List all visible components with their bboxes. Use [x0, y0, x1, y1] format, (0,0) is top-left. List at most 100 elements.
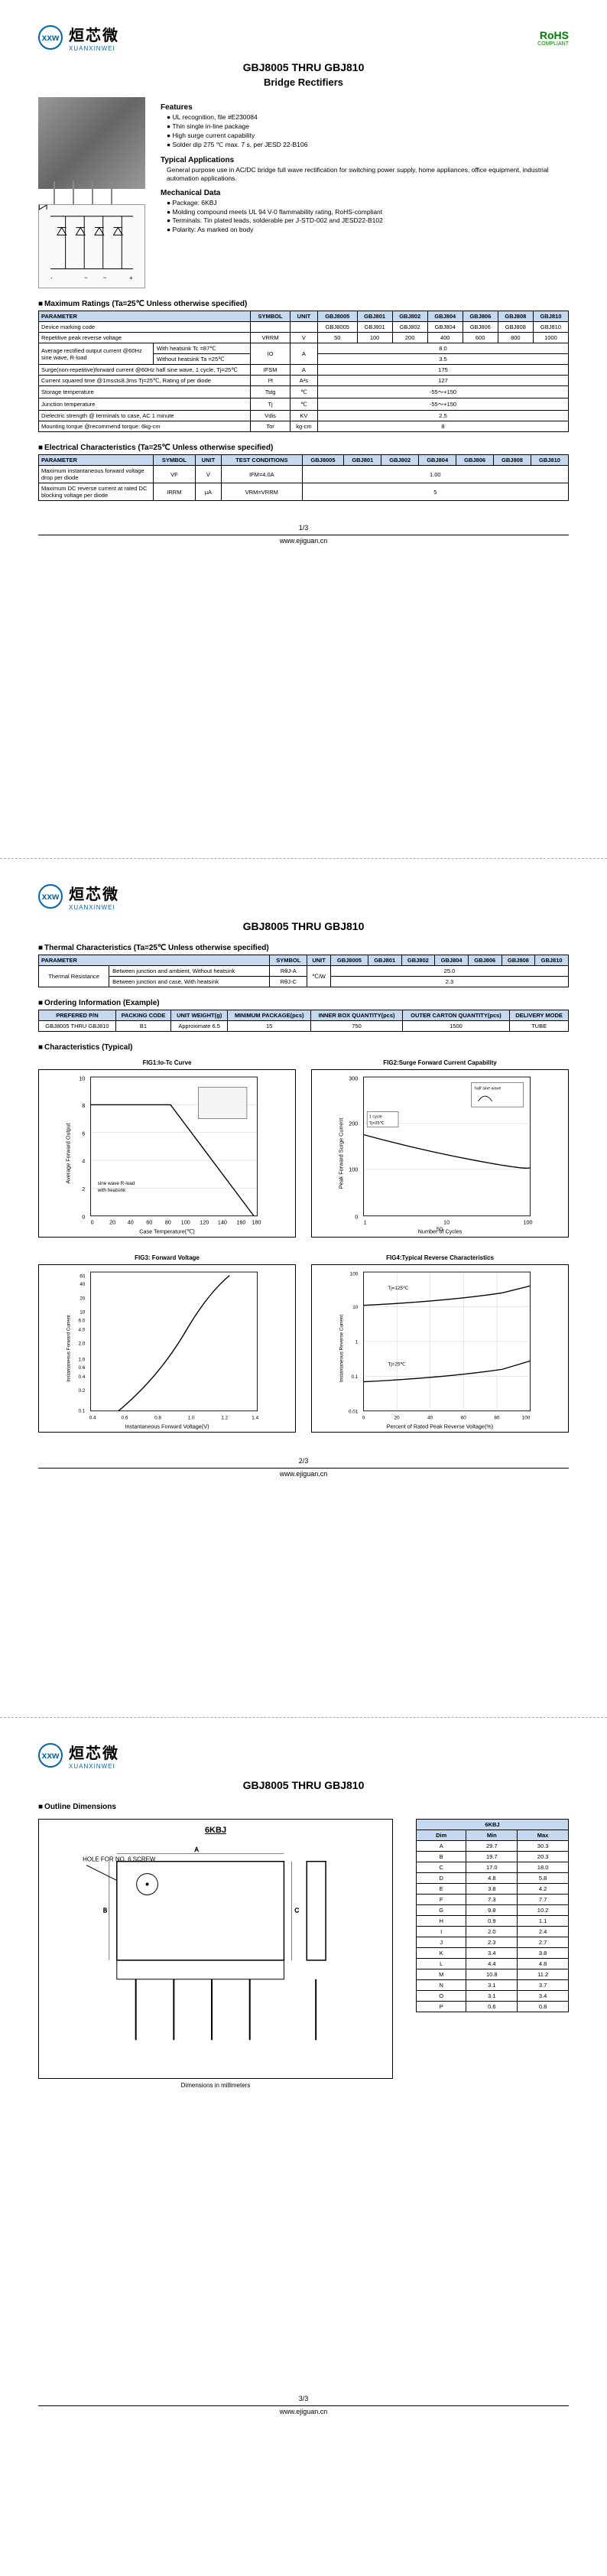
- product-subtitle: Bridge Rectifiers: [38, 76, 569, 88]
- svg-text:1.2: 1.2: [221, 1416, 228, 1421]
- feature-item: UL recognition, file #E230084: [167, 113, 569, 122]
- page-footer-1: 1/3 www.ejiguan.cn: [38, 524, 569, 545]
- svg-text:80: 80: [165, 1219, 171, 1226]
- svg-text:4: 4: [82, 1158, 85, 1165]
- chart-fig4: FIG4:Typical Reverse Characteristics Tj=…: [311, 1254, 569, 1434]
- svg-text:80: 80: [494, 1416, 500, 1421]
- fig4-svg: Tj=125℃ Tj=25℃ 100 10 1 0.1 0.01 020 406…: [311, 1264, 569, 1433]
- svg-text:160: 160: [236, 1219, 245, 1226]
- thermal-table: PARAMETERSYMBOLUNITGBJ8005GBJ801GBJ802GB…: [38, 955, 569, 987]
- dimension-drawing-wrap: 6KBJ HOLE FOR NO. 6 SCREW A: [38, 1819, 393, 2089]
- svg-text:40: 40: [80, 1282, 86, 1287]
- product-title: GBJ8005 THRU GBJ810: [38, 61, 569, 73]
- chart-fig3: FIG3: Forward Voltage 60 40 20 10 6.0 4.…: [38, 1254, 296, 1434]
- svg-text:half sine wave: half sine wave: [475, 1086, 501, 1091]
- header-row: xxw 烜芯微 XUANXINWEI: [38, 882, 569, 911]
- page-3: xxw 烜芯微 XUANXINWEI GBJ8005 THRU GBJ810 O…: [0, 1718, 607, 2576]
- svg-text:120: 120: [200, 1219, 209, 1226]
- product-photo: [38, 97, 145, 189]
- product-title: GBJ8005 THRU GBJ810: [38, 1779, 569, 1791]
- company-name-en: XUANXINWEI: [69, 45, 119, 52]
- fig4-title: FIG4:Typical Reverse Characteristics: [311, 1254, 569, 1261]
- svg-text:0.1: 0.1: [78, 1409, 85, 1414]
- fig2-title: FIG2:Surge Forward Current Capability: [311, 1059, 569, 1066]
- footer-url: www.ejiguan.cn: [38, 535, 569, 545]
- svg-text:60: 60: [461, 1416, 467, 1421]
- svg-text:0.6: 0.6: [78, 1365, 85, 1371]
- svg-text:0.01: 0.01: [349, 1409, 359, 1414]
- svg-text:8: 8: [82, 1102, 85, 1109]
- svg-text:1: 1: [364, 1219, 367, 1226]
- svg-text:10: 10: [443, 1219, 450, 1226]
- header-row: xxw 烜芯微 XUANXINWEI RoHS COMPLIANT: [38, 23, 569, 52]
- company-logo: xxw 烜芯微 XUANXINWEI: [38, 1741, 119, 1770]
- dimension-table-wrap: 6KBJDimMinMaxA29.730.3B19.720.3C17.018.0…: [416, 1819, 569, 2089]
- svg-text:Tj=25℃: Tj=25℃: [388, 1362, 405, 1368]
- svg-text:20: 20: [80, 1296, 86, 1301]
- svg-text:0.2: 0.2: [78, 1388, 85, 1394]
- svg-text:1 cycle: 1 cycle: [369, 1115, 382, 1120]
- svg-text:100: 100: [522, 1416, 531, 1421]
- footer-url: www.ejiguan.cn: [38, 1468, 569, 1478]
- max-ratings-title: Maximum Ratings (Ta=25℃ Unless otherwise…: [38, 300, 569, 308]
- charts-grid: FIG1:Io-Tc Curve 10 8 6 4 2 0 020: [38, 1059, 569, 1434]
- svg-text:20: 20: [394, 1416, 401, 1421]
- fig3-title: FIG3: Forward Voltage: [38, 1254, 296, 1261]
- mechanical-header: Mechanical Data: [161, 189, 569, 197]
- feature-item: Thin single in-line package: [167, 122, 569, 132]
- dimension-table: 6KBJDimMinMaxA29.730.3B19.720.3C17.018.0…: [416, 1819, 569, 2012]
- svg-text:4.0: 4.0: [78, 1327, 85, 1332]
- thermal-title: Thermal Characteristics (Ta=25℃ Unless o…: [38, 944, 569, 952]
- features-header: Features: [161, 103, 569, 112]
- company-name-en: XUANXINWEI: [69, 1763, 119, 1770]
- svg-text:Number of Cycles: Number of Cycles: [418, 1228, 463, 1234]
- svg-text:10: 10: [352, 1305, 359, 1310]
- svg-text:Instantaneous Forward Current: Instantaneous Forward Current: [66, 1315, 71, 1382]
- features-list: UL recognition, file #E230084Thin single…: [161, 113, 569, 150]
- page-footer-2: 2/3 www.ejiguan.cn: [38, 1457, 569, 1478]
- package-label: 6KBJ: [205, 1826, 226, 1835]
- svg-text:100: 100: [524, 1219, 533, 1226]
- svg-text:Tj=125℃: Tj=125℃: [388, 1286, 408, 1291]
- svg-text:Peak Forward Surge Current: Peak Forward Surge Current: [337, 1118, 344, 1189]
- svg-text:+: +: [129, 275, 133, 281]
- header-row: xxw 烜芯微 XUANXINWEI: [38, 1741, 569, 1770]
- svg-text:0: 0: [355, 1213, 358, 1220]
- chart-fig2: FIG2:Surge Forward Current Capability 30…: [311, 1059, 569, 1239]
- fig1-svg: 10 8 6 4 2 0 020 4060 80100 120140 16018…: [38, 1069, 296, 1238]
- logo-mark: xxw: [38, 1743, 63, 1768]
- svg-text:2: 2: [82, 1186, 85, 1192]
- svg-text:1.0: 1.0: [78, 1357, 85, 1362]
- svg-text:0.8: 0.8: [154, 1416, 161, 1421]
- mechanical-item: Polarity: As marked on body: [167, 226, 569, 235]
- svg-text:6: 6: [82, 1130, 85, 1137]
- page-number: 2/3: [38, 1457, 569, 1465]
- svg-text:100: 100: [181, 1219, 190, 1226]
- svg-text:C: C: [294, 1907, 299, 1914]
- page-number: 3/3: [38, 2395, 569, 2402]
- company-name-en: XUANXINWEI: [69, 904, 119, 911]
- svg-text:20: 20: [109, 1219, 115, 1226]
- elec-char-table: PARAMETERSYMBOLUNITTEST CONDITIONSGBJ800…: [38, 454, 569, 501]
- outline-title: Outline Dimensions: [38, 1803, 569, 1811]
- company-logo: xxw 烜芯微 XUANXINWEI: [38, 882, 119, 911]
- dimension-caption: Dimensions in millimeters: [38, 2082, 393, 2089]
- fig2-svg: 300 200 100 0 110 50100 half sine wave 1…: [311, 1069, 569, 1238]
- svg-text:A: A: [195, 1846, 200, 1853]
- page-number: 1/3: [38, 524, 569, 532]
- elec-char-title: Electrical Characteristics (Ta=25℃ Unles…: [38, 444, 569, 452]
- svg-text:100: 100: [350, 1272, 359, 1277]
- company-name-cn: 烜芯微: [69, 882, 119, 904]
- product-title: GBJ8005 THRU GBJ810: [38, 920, 569, 932]
- svg-text:10: 10: [80, 1310, 86, 1316]
- svg-text:Average Forward Output: Average Forward Output: [64, 1123, 71, 1183]
- svg-text:0.6: 0.6: [122, 1416, 128, 1421]
- svg-text:Instantaneous Forward Voltage(: Instantaneous Forward Voltage(V): [125, 1423, 209, 1429]
- svg-text:40: 40: [128, 1219, 134, 1226]
- svg-text:6.0: 6.0: [78, 1318, 85, 1323]
- svg-text:1: 1: [355, 1340, 359, 1345]
- svg-text:0: 0: [82, 1213, 85, 1220]
- svg-text:0.4: 0.4: [89, 1416, 96, 1421]
- applications-text: General purpose use in AC/DC bridge full…: [161, 166, 569, 183]
- characteristics-title: Characteristics (Typical): [38, 1043, 569, 1052]
